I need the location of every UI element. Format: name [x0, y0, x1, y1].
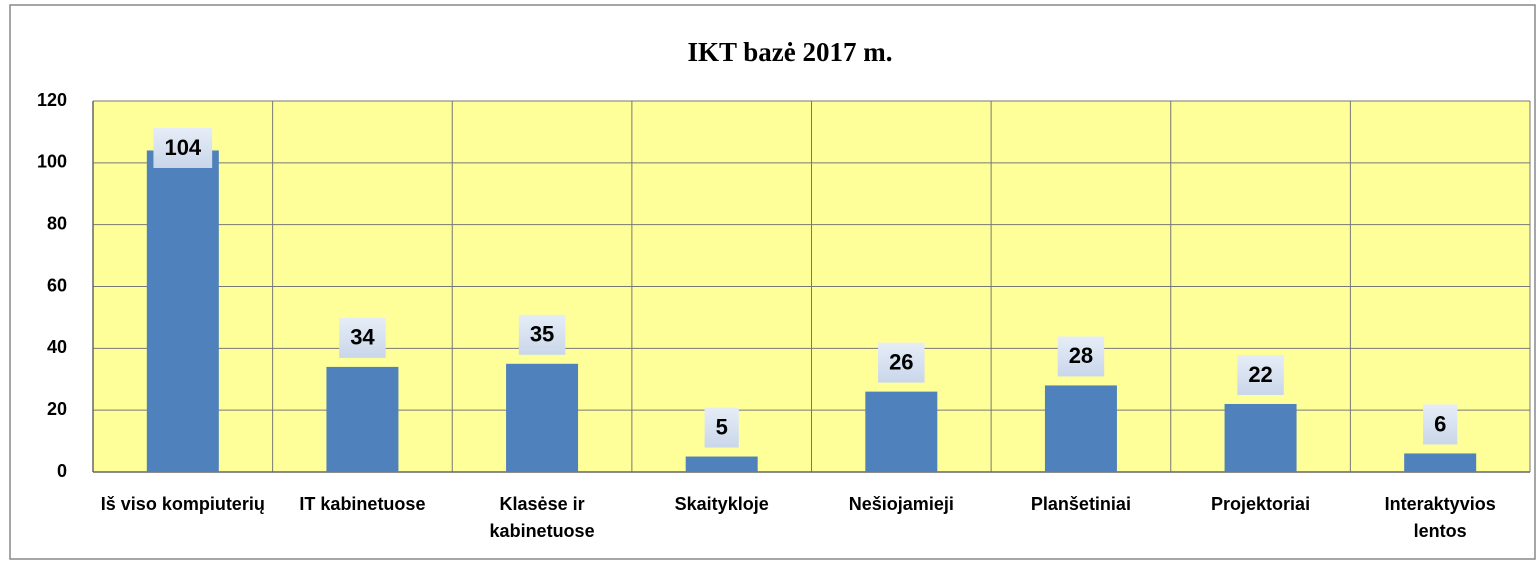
- data-label: 28: [1069, 343, 1093, 368]
- x-tick-label: Iš viso kompiuterių: [101, 494, 265, 514]
- bar: [506, 363, 579, 472]
- data-label-box: [518, 314, 566, 355]
- y-tick-label: 60: [47, 275, 67, 295]
- data-label-box: [1057, 336, 1105, 377]
- data-label: 26: [889, 349, 913, 374]
- data-label-box: [153, 128, 213, 168]
- x-tick-label: Klasėse ir kabinetuose: [490, 494, 595, 541]
- bar: [685, 456, 758, 472]
- bar: [326, 366, 399, 472]
- chart-title: IKT bazė 2017 m.: [687, 37, 892, 67]
- x-tick-label: Skaitykloje: [675, 494, 769, 514]
- y-tick-label: 100: [37, 152, 67, 172]
- data-label: 104: [164, 135, 201, 160]
- x-tick-label: Interaktyvios lentos: [1385, 494, 1496, 541]
- data-label: 35: [530, 322, 554, 347]
- bar: [146, 150, 219, 472]
- y-tick-label: 0: [57, 461, 67, 481]
- data-label-box: [1237, 354, 1284, 395]
- bar: [1044, 385, 1117, 472]
- y-tick-label: 120: [37, 90, 67, 110]
- data-label: 34: [350, 325, 375, 350]
- bar: [1404, 453, 1477, 472]
- x-tick-label: Planšetiniai: [1031, 494, 1131, 514]
- x-tick-label: IT kabinetuose: [299, 494, 425, 514]
- y-tick-label: 40: [47, 337, 67, 357]
- data-label-box: [704, 407, 739, 448]
- y-tick-label: 80: [47, 213, 67, 233]
- data-label: 22: [1248, 362, 1272, 387]
- x-tick-label: Projektoriai: [1211, 494, 1310, 514]
- data-label-box: [339, 317, 386, 358]
- data-label-box: [878, 342, 925, 383]
- y-tick-label: 20: [47, 399, 67, 419]
- bar: [1224, 403, 1297, 472]
- x-tick-label: Nešiojamieji: [849, 494, 954, 514]
- bar: [865, 391, 938, 472]
- data-label-box: [1423, 404, 1458, 445]
- data-label: 5: [716, 414, 728, 439]
- data-label: 6: [1434, 411, 1446, 436]
